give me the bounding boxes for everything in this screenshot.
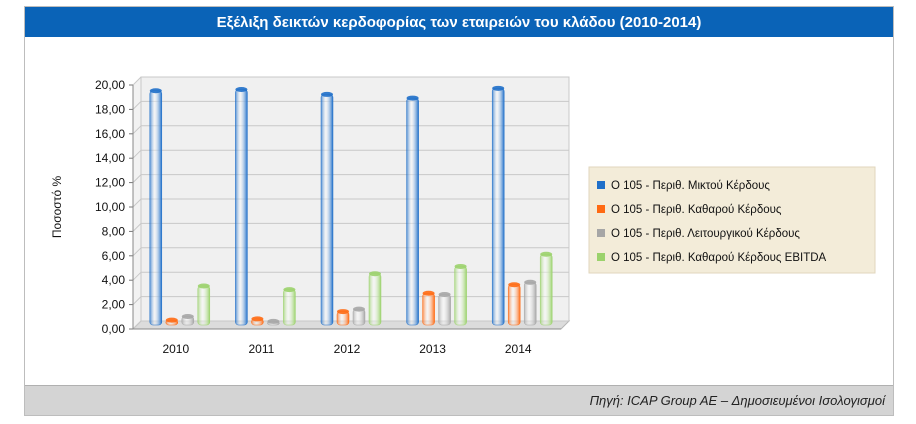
bar-2014-series-3	[523, 282, 537, 326]
gridline-depth	[132, 149, 142, 159]
x-tick-label: 2012	[334, 342, 361, 356]
y-tick-label: 10,00	[95, 200, 125, 214]
bar-2012-series-1	[320, 94, 334, 326]
bar-top-2010-series-2	[165, 317, 178, 323]
bar-2010-series-4	[197, 285, 211, 326]
bar-2013-series-2	[422, 293, 435, 326]
y-tick-label: 16,00	[95, 127, 125, 141]
bar-top-2010-series-3	[181, 313, 194, 319]
bar-top-2012-series-3	[353, 306, 365, 312]
bar-top-2010-series-4	[197, 283, 210, 289]
gridline-depth	[132, 296, 142, 305]
y-tick-label: 4,00	[102, 273, 126, 287]
bar-2012-series-4	[368, 273, 382, 326]
legend-entry: Ο 105 - Περιθ. Καθαρού Κέρδους EBITDA	[611, 252, 827, 264]
y-tick-label: 18,00	[95, 102, 125, 116]
bar-2014-series-4	[539, 253, 553, 326]
bar-2010-series-1	[149, 90, 163, 326]
bar-2011-series-1	[235, 89, 248, 326]
legend-swatch	[597, 205, 605, 213]
bar-top-2013-series-3	[438, 292, 451, 297]
legend-swatch	[597, 229, 605, 237]
chart-area: 0,00 2,00 4,00 6,00 8,00 10,00 12,00 14,00 16,00…	[25, 37, 893, 387]
chart-title: Εξέλιξη δεικτών κερδοφορίας των εταιρειώ…	[25, 7, 893, 37]
gridline-depth	[132, 247, 142, 257]
legend-swatch	[597, 253, 605, 261]
bar-2013-series-4	[454, 266, 467, 326]
gridline-depth	[132, 198, 142, 208]
legend-swatch	[597, 181, 605, 189]
bar-top-2013-series-4	[454, 263, 467, 269]
bar-top-2011-series-1	[235, 87, 248, 93]
bar-top-2010-series-1	[149, 88, 162, 94]
x-tick-label: 2014	[505, 342, 532, 356]
source-note: Πηγή: ICAP Group AE – Δημοσιευμένοι Ισολ…	[589, 393, 885, 408]
y-tick-label: 14,00	[95, 151, 125, 165]
y-tick-label: 2,00	[102, 298, 126, 312]
bar-chart: 0,00 2,00 4,00 6,00 8,00 10,00 12,00 14,00 16,00…	[50, 76, 876, 356]
bar-top-2012-series-2	[337, 309, 349, 315]
legend-entry: Ο 105 - Περιθ. Καθαρού Κέρδους	[611, 204, 782, 216]
gridline-depth	[132, 101, 142, 110]
y-axis-label: Ποσοστό %	[50, 176, 64, 239]
bar-2013-series-3	[438, 294, 451, 326]
y-tick-label: 8,00	[102, 224, 126, 238]
legend-box	[588, 166, 876, 274]
bar-top-2011-series-2	[251, 316, 264, 322]
bar-top-2014-series-1	[492, 85, 505, 91]
bar-top-2011-series-4	[283, 287, 296, 293]
bar-top-2013-series-1	[406, 95, 419, 101]
gridline-depth	[132, 174, 142, 183]
source-note-bar: Πηγή: ICAP Group AE – Δημοσιευμένοι Ισολ…	[25, 385, 893, 415]
bar-2014-series-2	[507, 284, 521, 326]
x-tick-label: 2010	[162, 342, 189, 356]
bar-2013-series-1	[406, 97, 419, 326]
bar-2011-series-4	[283, 289, 296, 326]
bar-top-2014-series-4	[540, 251, 553, 257]
bar-top-2012-series-4	[369, 271, 381, 277]
bar-top-2012-series-1	[321, 91, 333, 97]
bar-top-2013-series-2	[422, 290, 435, 296]
bar-top-2014-series-2	[508, 282, 521, 288]
x-tick-label: 2011	[248, 342, 274, 356]
y-tick-label: 20,00	[95, 78, 125, 92]
x-tick-label: 2013	[419, 342, 446, 356]
chart-frame: Εξέλιξη δεικτών κερδοφορίας των εταιρειώ…	[24, 6, 894, 416]
bar-2014-series-1	[491, 88, 505, 326]
y-tick-label: 6,00	[102, 249, 126, 263]
legend-entry: Ο 105 - Περιθ. Λειτουργικού Κέρδους	[611, 228, 800, 240]
bar-top-2011-series-3	[267, 318, 280, 324]
gridline-depth	[132, 271, 142, 281]
y-tick-label: 12,00	[95, 176, 125, 190]
gridline-depth	[132, 223, 142, 232]
legend-entry: Ο 105 - Περιθ. Μικτού Κέρδους	[611, 180, 770, 192]
bar-top-2014-series-3	[524, 279, 537, 285]
gridline-depth	[132, 320, 142, 330]
y-tick-label: 0,00	[102, 322, 126, 336]
gridline-depth	[132, 76, 142, 86]
gridline-depth	[132, 125, 142, 135]
